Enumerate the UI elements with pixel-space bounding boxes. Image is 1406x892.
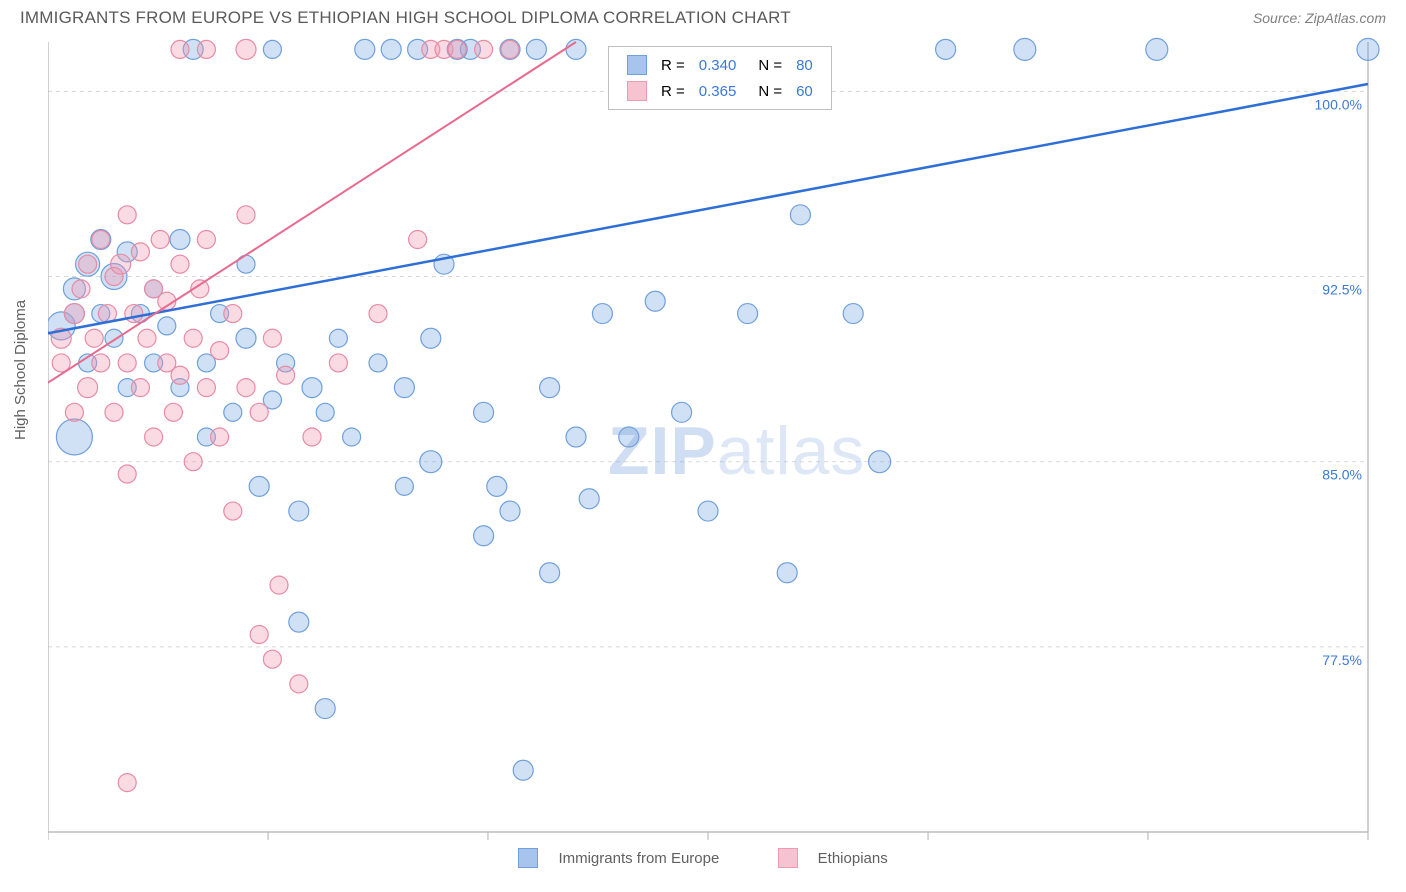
legend-label-ethiopians: Ethiopians [818,850,888,867]
legend-swatch-europe [518,848,538,868]
source-label: Source: ZipAtlas.com [1253,10,1386,26]
chart-title: IMMIGRANTS FROM EUROPE VS ETHIOPIAN HIGH… [20,8,791,28]
svg-text:85.0%: 85.0% [1322,467,1362,483]
bottom-legend: Immigrants from Europe Ethiopians [0,848,1406,892]
stats-row-ethiopians: R = 0.365 N = 60 [621,79,819,103]
stats-row-europe: R = 0.340 N = 80 [621,53,819,77]
svg-text:77.5%: 77.5% [1322,652,1362,668]
svg-text:100.0%: 100.0% [1315,96,1362,112]
swatch-ethiopians [627,81,647,101]
svg-text:92.5%: 92.5% [1322,282,1362,298]
y-axis-label: High School Diploma [12,300,29,440]
scatter-chart: 77.5%85.0%92.5%100.0%0.0%100.0% [48,32,1386,842]
swatch-europe [627,55,647,75]
legend-swatch-ethiopians [778,848,798,868]
legend-label-europe: Immigrants from Europe [558,850,719,867]
stats-legend: R = 0.340 N = 80 R = 0.365 N = 60 [608,46,832,110]
